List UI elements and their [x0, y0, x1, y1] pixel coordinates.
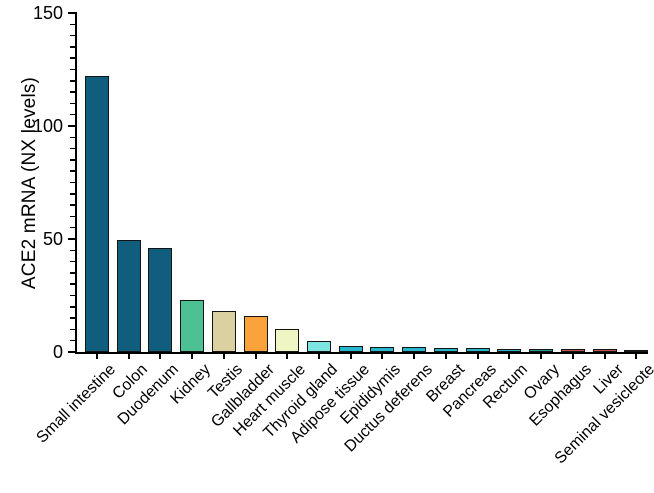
y-minor-tick — [70, 193, 75, 195]
bar-gallbladder — [243, 316, 268, 352]
y-minor-tick — [70, 102, 75, 105]
y-minor-tick — [70, 136, 75, 139]
y-tick-label: 50 — [42, 229, 63, 249]
bar-colon — [116, 240, 141, 352]
y-minor-tick — [70, 272, 75, 274]
x-tick — [444, 353, 447, 359]
bar-heart-muscle — [275, 329, 300, 352]
y-major-tick — [68, 12, 75, 15]
y-tick-label: 150 — [32, 3, 63, 23]
x-tick — [635, 353, 638, 359]
x-tick — [318, 353, 321, 359]
x-axis-line — [75, 352, 648, 354]
x-tick — [349, 353, 352, 359]
bar-seminal-vesicleote — [624, 350, 649, 352]
x-tick — [286, 353, 289, 359]
x-tick — [127, 353, 130, 359]
x-tick — [571, 353, 574, 359]
y-axis-title: ACE2 mRNA (NX levels) — [19, 76, 40, 290]
y-axis-line — [75, 12, 77, 354]
y-minor-tick — [70, 294, 75, 297]
y-minor-tick — [70, 283, 75, 285]
bar-adipose-tissue — [338, 346, 363, 352]
bar-liver — [592, 349, 617, 352]
y-tick-label: 100 — [32, 116, 63, 136]
x-tick — [222, 353, 225, 359]
bar-duodenum — [148, 248, 173, 352]
y-minor-tick — [70, 23, 75, 26]
y-major-tick — [68, 351, 75, 353]
y-minor-tick — [70, 260, 75, 263]
x-tick — [413, 353, 416, 359]
bar-kidney — [180, 300, 205, 352]
y-minor-tick — [70, 215, 75, 218]
y-minor-tick — [70, 34, 75, 37]
y-minor-tick — [70, 181, 75, 184]
y-minor-tick — [70, 249, 75, 252]
bar-breast — [433, 348, 458, 352]
y-minor-tick — [70, 339, 75, 342]
bar-thyroid-gland — [307, 341, 332, 352]
y-minor-tick — [70, 68, 75, 71]
y-minor-tick — [70, 306, 75, 308]
x-tick — [508, 353, 511, 359]
y-minor-tick — [70, 46, 75, 48]
y-minor-tick — [70, 204, 75, 206]
y-minor-tick — [70, 57, 75, 59]
x-tick — [191, 353, 194, 359]
y-minor-tick — [70, 91, 75, 93]
bar-esophagus — [560, 349, 585, 352]
bar-testis — [211, 311, 236, 352]
bar-ovary — [529, 349, 554, 352]
bar-ductus-deferens — [402, 347, 427, 352]
bar-small-intestine — [85, 76, 109, 352]
bar-rectum — [497, 349, 522, 352]
bar-pancreas — [465, 348, 490, 352]
x-tick — [603, 353, 606, 359]
y-minor-tick — [70, 226, 75, 229]
x-tick — [540, 353, 543, 359]
y-minor-tick — [70, 147, 75, 150]
y-minor-tick — [70, 317, 75, 319]
y-minor-tick — [70, 113, 75, 116]
x-tick — [159, 353, 162, 359]
y-minor-tick — [70, 328, 75, 331]
y-tick-label: 0 — [52, 342, 63, 362]
x-tick — [476, 353, 479, 359]
x-tick — [254, 353, 257, 359]
x-tick — [381, 353, 384, 359]
x-tick — [96, 353, 98, 359]
y-minor-tick — [70, 80, 75, 82]
y-major-tick — [68, 125, 75, 127]
x-tick-label-small-intestine: Small intestine — [33, 361, 120, 447]
y-major-tick — [68, 238, 75, 240]
plot-area: 0 50 100 150 Small intestine Colon Duodenum Kid… — [33, 3, 654, 467]
y-minor-tick — [70, 170, 75, 172]
y-minor-tick — [70, 159, 75, 161]
bar-epididymis — [370, 347, 395, 352]
